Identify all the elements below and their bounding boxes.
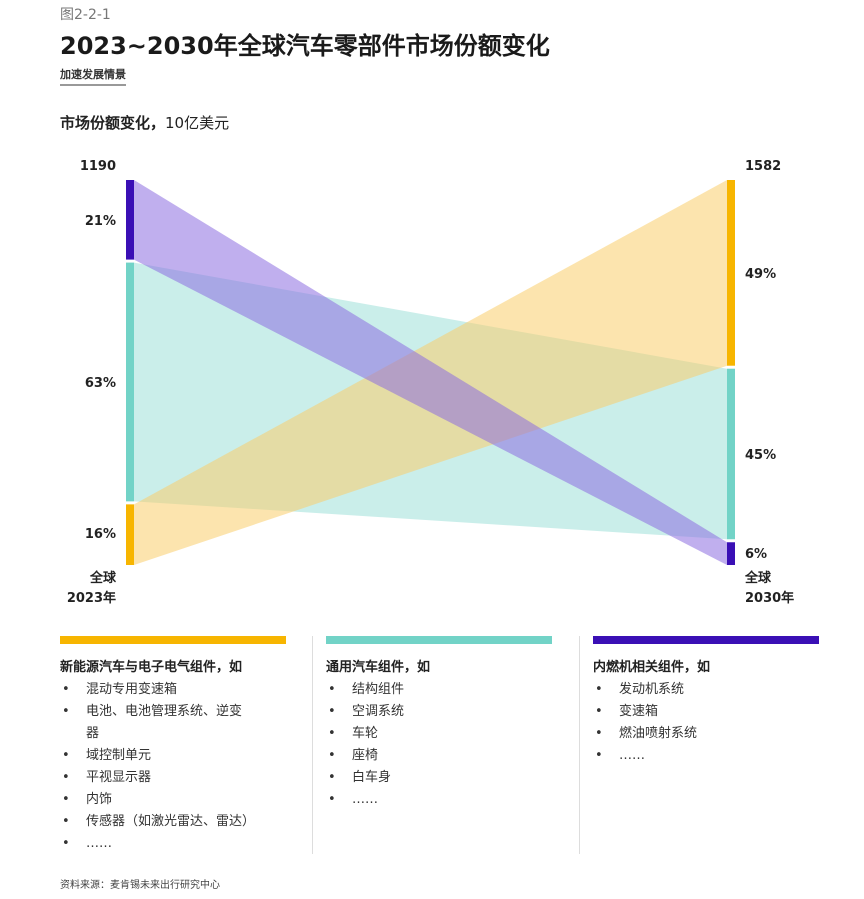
legend-item: 域控制单元 <box>60 745 286 767</box>
right-bar-segment <box>727 368 735 540</box>
legend-heading: 内燃机相关组件，如 <box>593 660 711 675</box>
legend-group: 内燃机相关组件，如发动机系统变速箱燃油喷射系统…… <box>593 636 819 767</box>
legend-color-bar <box>326 636 552 644</box>
left-bar-segment <box>126 262 134 502</box>
legend-item: 变速箱 <box>593 701 819 723</box>
legend-color-bar <box>60 636 286 644</box>
right-bar-segment <box>727 542 735 565</box>
legend-item: 结构组件 <box>326 679 552 701</box>
legend-group: 新能源汽车与电子电气组件，如混动专用变速箱电池、电池管理系统、逆变器域控制单元平… <box>60 636 286 855</box>
unit-bold: 市场份额变化， <box>60 114 166 132</box>
left-axis-label: 全球 <box>89 570 117 586</box>
legend-heading: 通用汽车组件，如 <box>326 660 431 675</box>
left-bar-segment <box>126 504 134 565</box>
figure-label: 图2-2-1 <box>60 7 111 23</box>
column-divider <box>312 636 313 854</box>
unit-rest: 10亿美元 <box>165 114 230 132</box>
legend-item: 燃油喷射系统 <box>593 723 819 745</box>
right-axis-label: 全球 <box>744 570 772 586</box>
legend-item: 传感器（如激光雷达、雷达） <box>60 811 286 833</box>
legend-list: 发动机系统变速箱燃油喷射系统…… <box>593 679 819 767</box>
sankey-chart: 21% 6% 63% 45% 16% 49% 1190 1582 全球 2023年 全球 2030年 <box>67 159 794 606</box>
legend-item: …… <box>326 789 552 811</box>
legend-group: 通用汽车组件，如结构组件空调系统车轮座椅白车身…… <box>326 636 552 811</box>
legend-item: 座椅 <box>326 745 552 767</box>
chart-title: 2023~2030年全球汽车零部件市场份额变化 <box>60 32 550 60</box>
flow-band <box>134 180 727 565</box>
left-pct-label: 63% <box>85 376 116 391</box>
right-total-label: 1582 <box>745 159 781 174</box>
source-note: 资料来源：麦肯锡未来出行研究中心 <box>60 880 220 891</box>
legend-item: …… <box>60 833 286 855</box>
legend-item: 空调系统 <box>326 701 552 723</box>
right-bar-segment <box>727 180 735 366</box>
legend-item: 混动专用变速箱 <box>60 679 286 701</box>
legend-item: 白车身 <box>326 767 552 789</box>
legend-item: …… <box>593 745 819 767</box>
right-pct-label: 49% <box>745 267 776 282</box>
legend-item: 发动机系统 <box>593 679 819 701</box>
right-pct-label: 45% <box>745 448 776 463</box>
left-bar-segment <box>126 180 134 260</box>
right-axis-label: 2030年 <box>745 590 794 606</box>
legend-list: 混动专用变速箱电池、电池管理系统、逆变器域控制单元平视显示器内饰传感器（如激光雷… <box>60 679 286 855</box>
scenario-subtitle: 加速发展情景 <box>60 66 126 86</box>
left-pct-label: 16% <box>85 527 116 542</box>
column-divider <box>579 636 580 854</box>
unit-label: 市场份额变化，10亿美元 <box>60 112 229 133</box>
left-axis-label: 2023年 <box>67 590 116 606</box>
legend-item: 平视显示器 <box>60 767 286 789</box>
legend-heading: 新能源汽车与电子电气组件，如 <box>60 660 243 675</box>
left-total-label: 1190 <box>80 159 116 174</box>
legend-color-bar <box>593 636 819 644</box>
right-pct-label: 6% <box>745 547 767 562</box>
legend-list: 结构组件空调系统车轮座椅白车身…… <box>326 679 552 811</box>
legend-item: 内饰 <box>60 789 286 811</box>
legend-item: 电池、电池管理系统、逆变器 <box>60 701 250 745</box>
left-pct-label: 21% <box>85 214 116 229</box>
legend-item: 车轮 <box>326 723 552 745</box>
